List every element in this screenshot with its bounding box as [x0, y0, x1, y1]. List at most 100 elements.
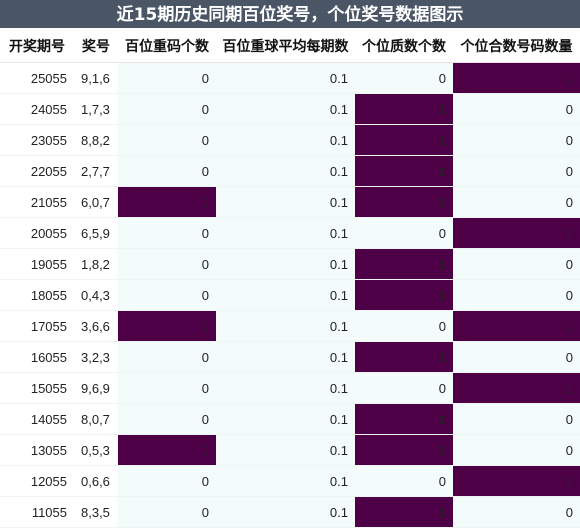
- cell-code: 1,7,3: [74, 93, 118, 125]
- cell-hundreds-repeat: 1: [118, 186, 216, 218]
- cell-code: 9,6,9: [74, 372, 118, 404]
- cell-hundreds-repeat: 0: [118, 93, 216, 125]
- column-header-prime: 个位质数个数: [355, 30, 453, 63]
- table-row: 12055 0,6,6 0 0.1 0 1: [0, 465, 580, 497]
- column-header-hundreds-repeat: 百位重码个数: [118, 30, 216, 63]
- cell-average: 0.1: [216, 310, 355, 342]
- cell-composite: 0: [453, 403, 580, 435]
- cell-prime: 1: [355, 403, 453, 435]
- lottery-table: 开奖期号 奖号 百位重码个数 百位重球平均每期数 个位质数个数 个位合数号码数量…: [0, 30, 580, 528]
- cell-prime: 1: [355, 279, 453, 311]
- cell-code: 8,3,5: [74, 496, 118, 528]
- column-header-composite: 个位合数号码数量: [453, 30, 580, 63]
- cell-composite: 0: [453, 155, 580, 187]
- cell-average: 0.1: [216, 93, 355, 125]
- page-title: 近15期历史同期百位奖号，个位奖号数据图示: [0, 0, 580, 30]
- cell-prime: 1: [355, 124, 453, 156]
- cell-code: 6,0,7: [74, 186, 118, 218]
- cell-composite: 0: [453, 248, 580, 280]
- cell-composite: 0: [453, 496, 580, 528]
- cell-issue: 21055: [0, 186, 74, 218]
- table-row: 23055 8,8,2 0 0.1 1 0: [0, 124, 580, 156]
- cell-average: 0.1: [216, 279, 355, 311]
- cell-average: 0.1: [216, 62, 355, 94]
- cell-hundreds-repeat: 0: [118, 465, 216, 497]
- cell-composite: 1: [453, 372, 580, 404]
- cell-hundreds-repeat: 0: [118, 62, 216, 94]
- cell-code: 6,5,9: [74, 217, 118, 249]
- cell-issue: 12055: [0, 465, 74, 497]
- table-row: 20055 6,5,9 0 0.1 0 1: [0, 217, 580, 249]
- cell-issue: 20055: [0, 217, 74, 249]
- cell-composite: 0: [453, 186, 580, 218]
- cell-average: 0.1: [216, 341, 355, 373]
- cell-average: 0.1: [216, 186, 355, 218]
- cell-hundreds-repeat: 0: [118, 124, 216, 156]
- cell-composite: 0: [453, 124, 580, 156]
- cell-code: 1,8,2: [74, 248, 118, 280]
- cell-prime: 1: [355, 434, 453, 466]
- header-row: 开奖期号 奖号 百位重码个数 百位重球平均每期数 个位质数个数 个位合数号码数量: [0, 30, 580, 63]
- cell-hundreds-repeat: 0: [118, 248, 216, 280]
- cell-composite: 1: [453, 465, 580, 497]
- cell-prime: 1: [355, 93, 453, 125]
- cell-hundreds-repeat: 0: [118, 279, 216, 311]
- cell-issue: 14055: [0, 403, 74, 435]
- cell-average: 0.1: [216, 248, 355, 280]
- cell-prime: 0: [355, 372, 453, 404]
- table-row: 18055 0,4,3 0 0.1 1 0: [0, 279, 580, 311]
- cell-hundreds-repeat: 0: [118, 372, 216, 404]
- table-row: 16055 3,2,3 0 0.1 1 0: [0, 341, 580, 373]
- cell-composite: 1: [453, 62, 580, 94]
- cell-composite: 0: [453, 434, 580, 466]
- cell-issue: 25055: [0, 62, 74, 94]
- cell-code: 0,5,3: [74, 434, 118, 466]
- cell-prime: 0: [355, 217, 453, 249]
- cell-issue: 23055: [0, 124, 74, 156]
- cell-code: 2,7,7: [74, 155, 118, 187]
- cell-issue: 11055: [0, 496, 74, 528]
- cell-issue: 15055: [0, 372, 74, 404]
- cell-average: 0.1: [216, 155, 355, 187]
- table-row: 15055 9,6,9 0 0.1 0 1: [0, 372, 580, 404]
- cell-prime: 1: [355, 248, 453, 280]
- table-row: 11055 8,3,5 0 0.1 1 0: [0, 496, 580, 528]
- cell-hundreds-repeat: 1: [118, 310, 216, 342]
- cell-average: 0.1: [216, 496, 355, 528]
- cell-average: 0.1: [216, 372, 355, 404]
- table-row: 21055 6,0,7 1 0.1 1 0: [0, 186, 580, 218]
- cell-composite: 1: [453, 217, 580, 249]
- table-row: 25055 9,1,6 0 0.1 0 1: [0, 62, 580, 94]
- table-body: 25055 9,1,6 0 0.1 0 1 24055 1,7,3 0 0.1 1 0 23055 8,8…: [0, 62, 580, 528]
- cell-code: 8,0,7: [74, 403, 118, 435]
- cell-hundreds-repeat: 0: [118, 155, 216, 187]
- cell-average: 0.1: [216, 465, 355, 497]
- cell-hundreds-repeat: 0: [118, 403, 216, 435]
- cell-issue: 19055: [0, 248, 74, 280]
- table-row: 24055 1,7,3 0 0.1 1 0: [0, 93, 580, 125]
- column-header-issue: 开奖期号: [0, 30, 74, 63]
- cell-hundreds-repeat: 1: [118, 434, 216, 466]
- column-header-code: 奖号: [74, 30, 118, 63]
- cell-code: 0,4,3: [74, 279, 118, 311]
- cell-prime: 1: [355, 186, 453, 218]
- cell-average: 0.1: [216, 217, 355, 249]
- cell-average: 0.1: [216, 403, 355, 435]
- cell-code: 3,2,3: [74, 341, 118, 373]
- cell-prime: 1: [355, 155, 453, 187]
- cell-prime: 0: [355, 310, 453, 342]
- cell-composite: 0: [453, 93, 580, 125]
- cell-hundreds-repeat: 0: [118, 496, 216, 528]
- cell-code: 3,6,6: [74, 310, 118, 342]
- cell-code: 8,8,2: [74, 124, 118, 156]
- cell-issue: 16055: [0, 341, 74, 373]
- cell-hundreds-repeat: 0: [118, 341, 216, 373]
- cell-issue: 18055: [0, 279, 74, 311]
- cell-composite: 0: [453, 341, 580, 373]
- cell-prime: 0: [355, 62, 453, 94]
- cell-average: 0.1: [216, 124, 355, 156]
- cell-composite: 0: [453, 279, 580, 311]
- cell-average: 0.1: [216, 434, 355, 466]
- table-row: 13055 0,5,3 1 0.1 1 0: [0, 434, 580, 466]
